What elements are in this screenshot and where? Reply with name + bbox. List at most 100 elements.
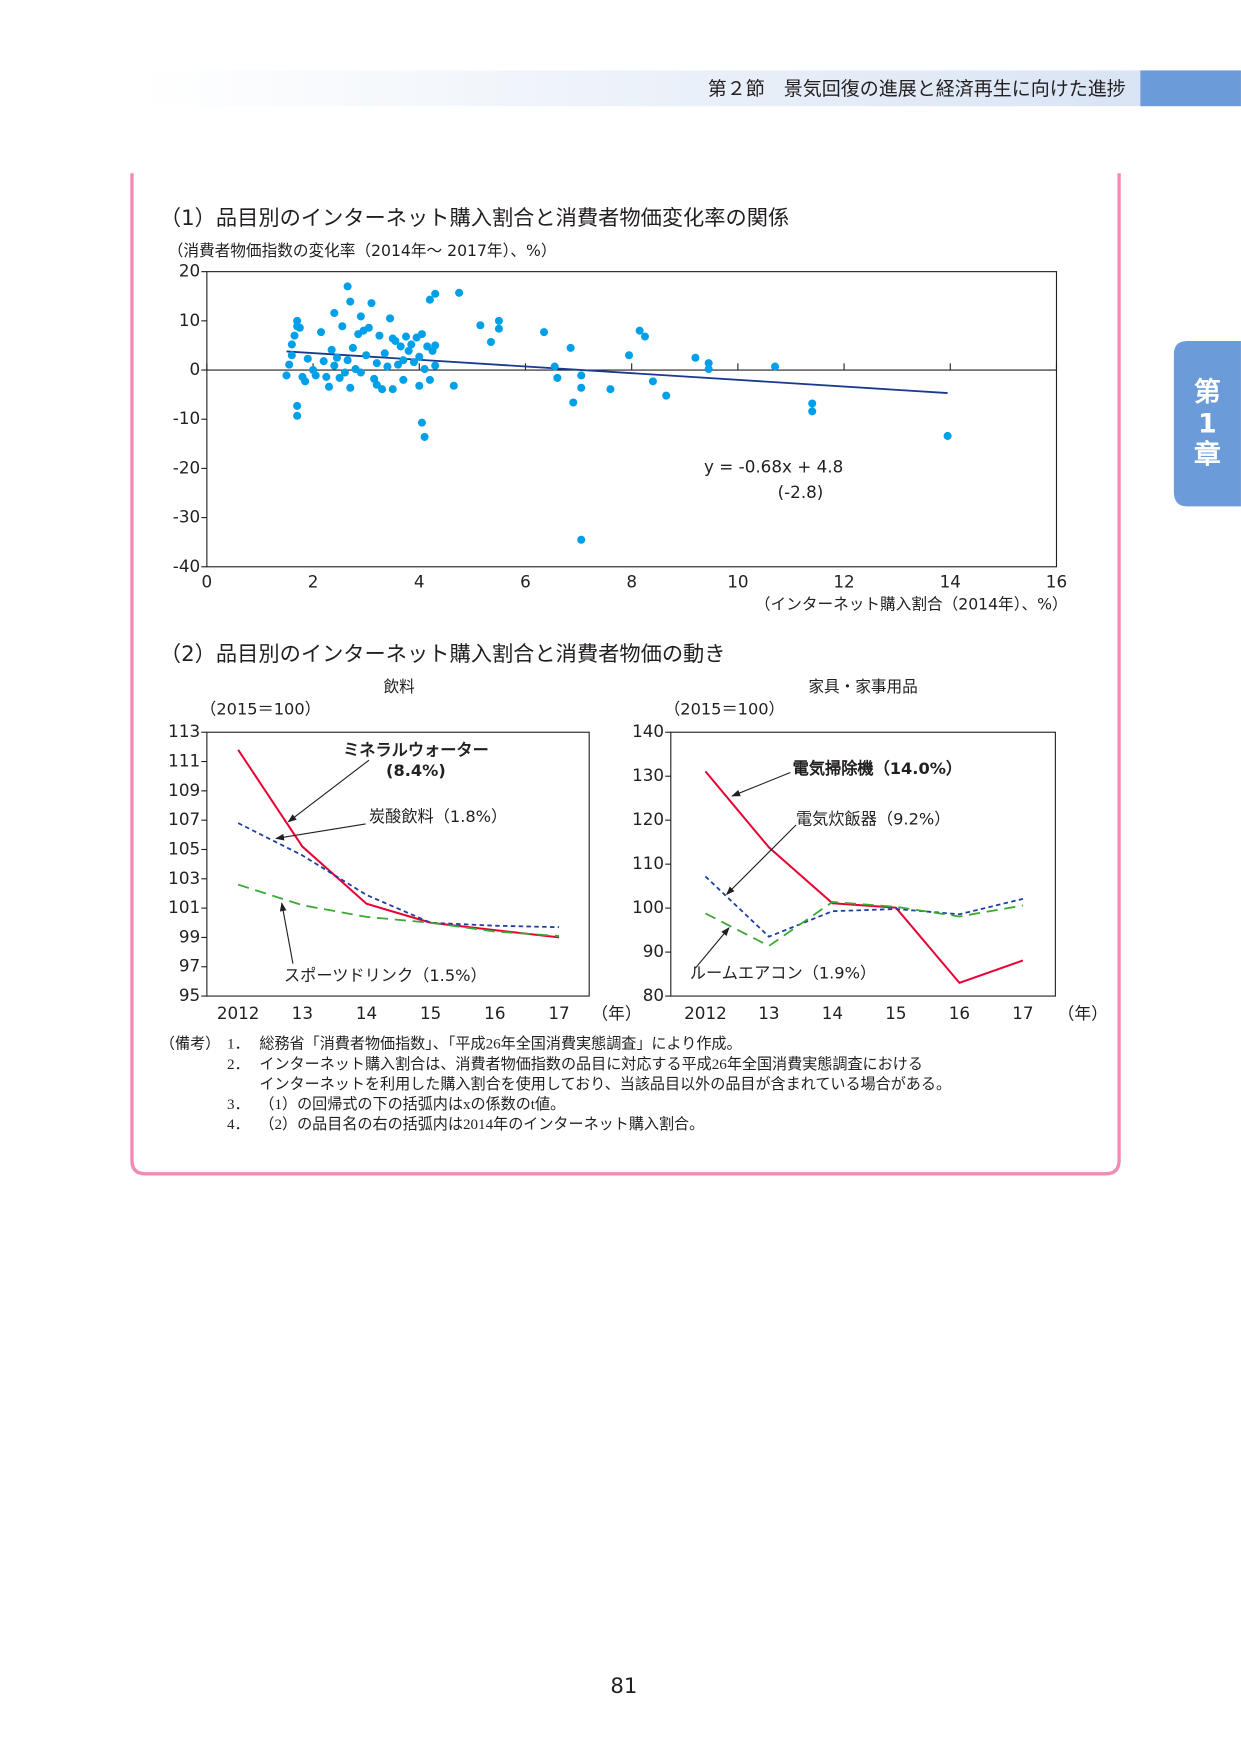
annotation-arrow <box>725 824 797 896</box>
scatter-point <box>362 351 371 360</box>
scatter-point <box>399 356 408 365</box>
scatter-point <box>378 385 387 394</box>
x-tick-label: 16 <box>1046 571 1067 591</box>
scatter-point <box>420 365 429 374</box>
trendline <box>286 350 948 394</box>
scatter-point <box>324 382 334 391</box>
x-axis-label: （インターネット購入割合（2014年）、%） <box>755 594 1068 613</box>
x-tick-label: 14 <box>940 571 961 591</box>
x-tick-label: 12 <box>833 571 854 591</box>
scatter-point <box>431 289 440 298</box>
y-tick-label: 20 <box>179 261 200 281</box>
x-tick-label: 2012 <box>217 1003 260 1023</box>
scatter-point <box>420 432 429 441</box>
scatter-point <box>396 342 405 351</box>
scatter-point <box>303 354 312 363</box>
x-tick-label: 16 <box>949 1003 970 1023</box>
scatter-point <box>343 356 352 365</box>
scatter-point <box>285 360 294 369</box>
y-tick-label: 97 <box>179 956 200 976</box>
plot-frame <box>206 731 590 997</box>
y-tick-label: 10 <box>179 310 200 330</box>
x-tick-label: 0 <box>202 571 213 591</box>
series-name: 炭酸飲料 <box>369 807 434 826</box>
scatter-point <box>577 535 586 544</box>
x-tick-label: 14 <box>822 1003 843 1023</box>
series-line <box>705 901 1024 947</box>
note-text: インターネット購入割合は、消費者物価指数の品目に対応する平成26年全国消費実態調… <box>259 1055 922 1073</box>
x-tick-label: 13 <box>292 1003 313 1023</box>
section-title: （1）品目別のインターネット購入割合と消費者物価変化率の関係 <box>160 206 789 231</box>
trendline-t-value: (-2.8) <box>778 482 824 502</box>
scatter-point <box>569 398 578 407</box>
scatter-point <box>425 375 434 384</box>
series-name: 電気掃除機 <box>793 759 874 778</box>
plot-frame <box>206 271 1058 568</box>
x-tick-label: 2 <box>308 571 319 591</box>
scatter-point <box>386 314 395 323</box>
x-tick-label: 8 <box>626 571 637 591</box>
scatter-point <box>476 321 485 330</box>
y-tick-label: 120 <box>632 809 664 829</box>
x-tick-label: 17 <box>548 1003 569 1023</box>
scatter-point <box>550 362 559 371</box>
scatter-point <box>372 359 381 368</box>
scatter-point <box>704 365 713 374</box>
note-number: 2． <box>227 1057 250 1073</box>
series-label: スポーツドリンク（1.5%） <box>284 965 487 984</box>
scatter-point <box>648 377 657 386</box>
chart-title: 飲料 <box>384 677 416 696</box>
annotation-arrow <box>287 759 370 823</box>
plot-frame <box>670 731 1056 997</box>
scatter-point <box>635 326 644 335</box>
y-axis-label: （消費者物価指数の変化率（2014年～ 2017年）、%） <box>168 241 557 260</box>
header-tab <box>1140 70 1241 107</box>
side-tab-text: 第 <box>1194 376 1221 408</box>
scatter-point <box>407 340 416 349</box>
series-label: 電気掃除機（14.0%） <box>793 759 962 778</box>
chart-title: 家具・家事用品 <box>808 677 918 696</box>
trendline-equation: y = -0.68x + 4.8 <box>704 456 843 476</box>
note-number: 3． <box>227 1097 250 1113</box>
y-axis-label: （2015＝100） <box>200 699 321 718</box>
scatter-point <box>486 337 495 347</box>
y-tick-label: -30 <box>173 507 200 527</box>
side-tab <box>1173 340 1241 507</box>
scatter-point <box>293 411 302 420</box>
series-label: 炭酸飲料（1.8%） <box>369 807 507 826</box>
scatter-point <box>356 368 365 377</box>
scatter-point <box>340 368 349 377</box>
scatter-point <box>771 362 780 371</box>
scatter-point <box>311 371 320 380</box>
header-band <box>139 70 1141 107</box>
figure-frame <box>130 173 1121 1176</box>
series-line <box>704 875 1024 938</box>
scatter-point <box>330 361 339 370</box>
x-tick-label: 2012 <box>684 1003 727 1023</box>
y-tick-label: 105 <box>168 838 200 858</box>
y-tick-label: -40 <box>173 556 200 576</box>
x-tick-label: 13 <box>758 1003 779 1023</box>
scatter-point <box>380 349 389 358</box>
scatter-point <box>282 371 291 380</box>
note-text: 総務省「消費者物価指数」、「平成26年全国消費実態調査」により作成。 <box>259 1035 741 1053</box>
y-tick-label: 80 <box>643 985 664 1005</box>
section-title: （2）品目別のインターネット購入割合と消費者物価の動き <box>160 642 726 667</box>
scatter-point <box>327 345 336 354</box>
series-share: （1.8%） <box>434 807 508 826</box>
scatter-point <box>577 383 586 392</box>
header-title: 第２節 景気回復の進展と経済再生に向けた進捗 <box>708 78 1126 100</box>
scatter-point <box>404 346 413 355</box>
scatter-point <box>338 322 347 331</box>
series-name: ルームエアコン <box>690 963 803 982</box>
scatter-point <box>455 288 464 297</box>
series-label: ルームエアコン（1.9%） <box>690 963 876 982</box>
scatter-point <box>348 343 357 352</box>
series-label: ミネラルウォーター <box>343 741 489 760</box>
scatter-point <box>409 358 418 367</box>
scatter-point <box>624 351 634 360</box>
x-tick-label: 15 <box>885 1003 906 1023</box>
scatter-point <box>417 330 426 339</box>
scatter-point <box>295 323 304 332</box>
